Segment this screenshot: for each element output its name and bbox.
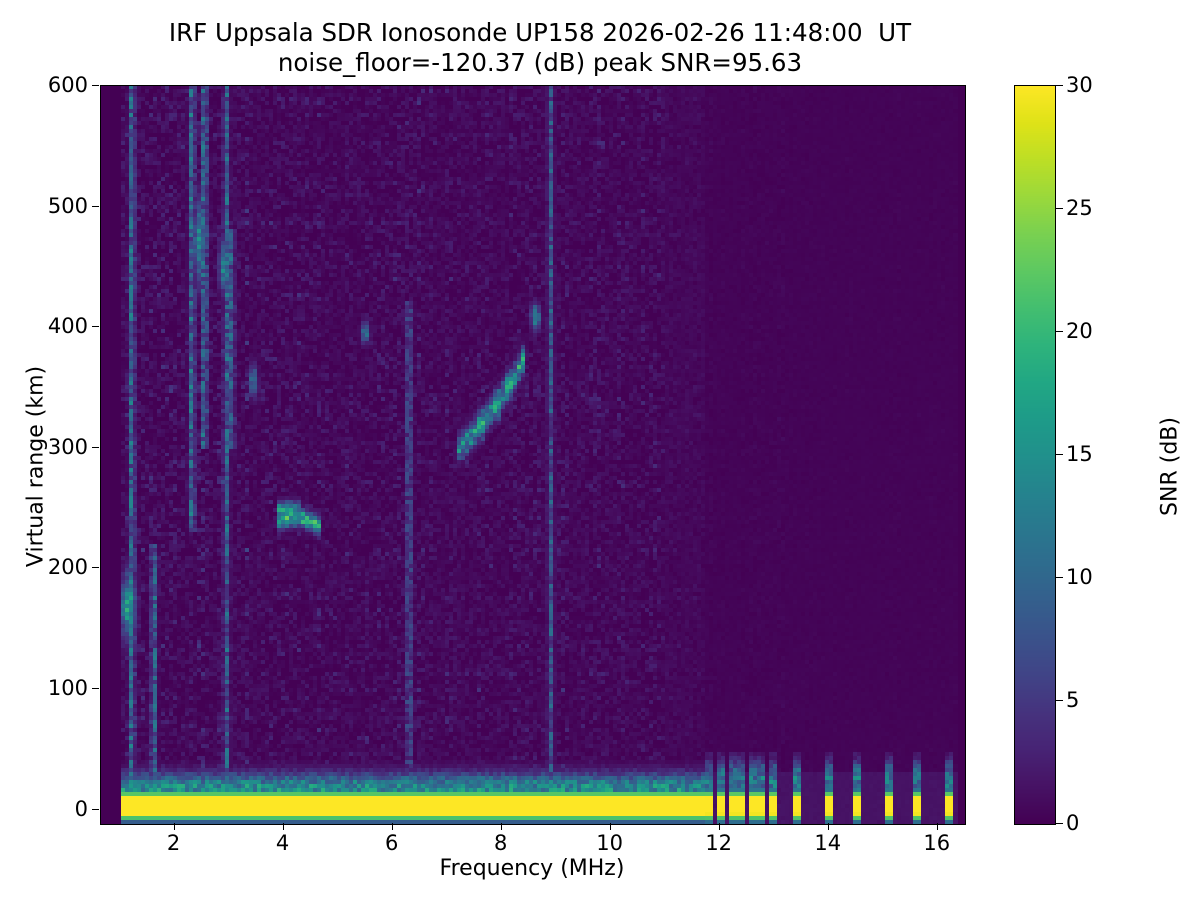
colorbar-tick-mark: [1056, 208, 1063, 210]
y-tick-mark: [92, 205, 99, 207]
y-tick-label: 400: [47, 314, 88, 339]
figure-title: IRF Uppsala SDR Ionosonde UP158 2026-02-…: [0, 18, 1080, 78]
x-tick-mark: [718, 823, 720, 830]
y-tick-label: 100: [47, 675, 88, 700]
x-tick-label: 16: [923, 831, 951, 855]
colorbar-label: SNR (dB): [1157, 417, 1183, 516]
x-tick-label: 4: [275, 831, 290, 855]
x-tick-mark: [500, 823, 502, 830]
x-tick-mark: [827, 823, 829, 830]
y-tick-label: 300: [47, 434, 88, 459]
x-tick-mark: [173, 823, 175, 830]
x-tick-mark: [391, 823, 393, 830]
x-tick-label: 10: [596, 831, 624, 855]
colorbar-tick-mark: [1056, 700, 1063, 702]
colorbar-tick-label: 15: [1066, 442, 1093, 466]
ionogram-heatmap: [101, 86, 965, 824]
x-tick-mark: [282, 823, 284, 830]
x-tick-label: 12: [705, 831, 733, 855]
colorbar-tick-mark: [1056, 454, 1063, 456]
title-line-1: IRF Uppsala SDR Ionosonde UP158 2026-02-…: [168, 18, 912, 47]
x-tick-label: 6: [384, 831, 399, 855]
y-tick-mark: [92, 326, 99, 328]
x-tick-label: 8: [493, 831, 508, 855]
y-tick-label: 500: [47, 193, 88, 218]
y-tick-mark: [92, 446, 99, 448]
y-axis-label: Virtual range (km): [23, 365, 49, 568]
y-tick-mark: [92, 85, 99, 87]
y-tick-label: 0: [74, 796, 88, 821]
y-tick-label: 200: [47, 555, 88, 580]
colorbar-tick-label: 20: [1066, 319, 1093, 343]
x-axis-label: Frequency (MHz): [439, 856, 625, 881]
y-tick-mark: [92, 808, 99, 810]
x-tick-label: 14: [814, 831, 842, 855]
x-tick-mark: [609, 823, 611, 830]
colorbar-tick-label: 25: [1066, 196, 1093, 220]
colorbar: [1014, 85, 1056, 825]
colorbar-tick-mark: [1056, 85, 1063, 87]
y-tick-mark: [92, 687, 99, 690]
title-line-2: noise_floor=-120.37 (dB) peak SNR=95.63: [277, 47, 803, 77]
colorbar-tick-label: 5: [1066, 688, 1080, 712]
colorbar-gradient: [1015, 86, 1055, 824]
colorbar-tick-label: 0: [1066, 811, 1080, 835]
colorbar-tick-label: 10: [1066, 565, 1093, 589]
y-tick-mark: [92, 567, 99, 569]
colorbar-tick-label: 30: [1066, 73, 1093, 97]
x-tick-label: 2: [166, 831, 181, 855]
ionogram-plot-area: [100, 85, 966, 825]
colorbar-tick-mark: [1056, 331, 1063, 333]
x-tick-mark: [936, 823, 938, 830]
y-tick-label: 600: [47, 73, 88, 97]
colorbar-tick-mark: [1056, 823, 1063, 825]
colorbar-tick-mark: [1056, 577, 1063, 579]
